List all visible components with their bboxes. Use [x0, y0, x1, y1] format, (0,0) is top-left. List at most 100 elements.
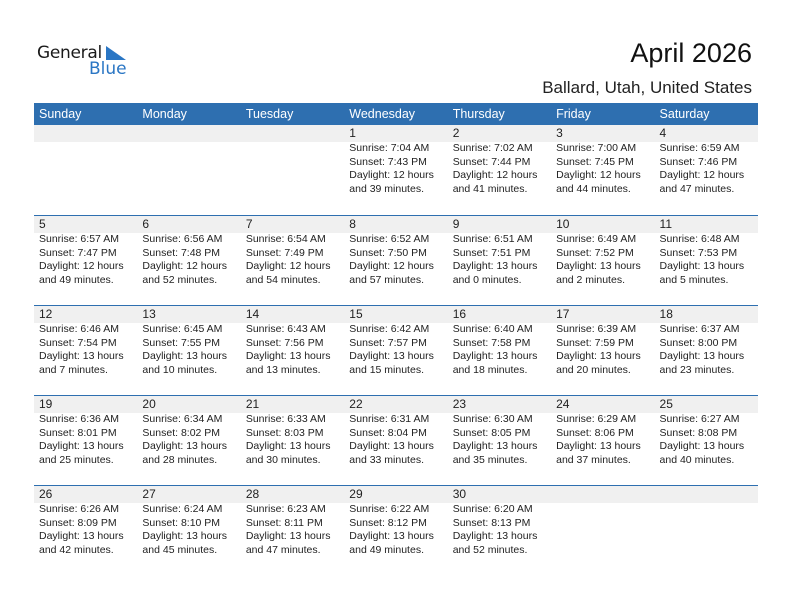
daylight-text: Daylight: 12 hours	[349, 260, 434, 272]
week-row: 5 Sunrise: 6:57 AM Sunset: 7:47 PM Daylight…	[34, 215, 758, 305]
sunrise-text: Sunrise: 7:02 AM	[452, 142, 533, 154]
empty-day-cell	[34, 125, 137, 196]
daylight-minutes-text: and 42 minutes.	[39, 543, 114, 556]
sunset-text: Sunset: 8:11 PM	[245, 516, 323, 529]
day-number: 22	[349, 397, 363, 411]
day-cell: 1 Sunrise: 7:04 AM Sunset: 7:43 PM Daylight…	[344, 125, 447, 196]
day-number: 3	[556, 126, 563, 140]
sunrise-text: Sunrise: 6:59 AM	[659, 142, 740, 154]
daylight-text: Daylight: 12 hours	[245, 260, 331, 272]
daylight-text: Daylight: 13 hours	[39, 440, 124, 452]
day-cell: 6 Sunrise: 6:56 AM Sunset: 7:48 PM Daylight…	[137, 216, 240, 287]
day-cell: 15 Sunrise: 6:42 AM Sunset: 7:57 PM Dayligh…	[344, 306, 447, 377]
weekday-thursday: Thursday	[452, 107, 505, 121]
page-title: April 2026	[630, 38, 752, 68]
daylight-minutes-text: and 52 minutes.	[142, 273, 218, 286]
day-cell: 21 Sunrise: 6:33 AM Sunset: 8:03 PM Dayligh…	[241, 396, 344, 467]
sunset-text: Sunset: 7:45 PM	[556, 155, 634, 168]
day-cell: 9 Sunrise: 6:51 AM Sunset: 7:51 PM Daylight…	[448, 216, 551, 287]
daylight-minutes-text: and 40 minutes.	[659, 453, 735, 466]
sunset-text: Sunset: 8:00 PM	[659, 336, 738, 349]
day-cell: 10 Sunrise: 6:49 AM Sunset: 7:52 PM Dayligh…	[551, 216, 654, 287]
day-number: 18	[659, 307, 673, 321]
sunset-text: Sunset: 8:03 PM	[245, 426, 324, 439]
sunset-text: Sunset: 8:01 PM	[39, 426, 117, 439]
day-number: 9	[452, 217, 460, 231]
logo-text-blue: Blue	[89, 59, 127, 79]
daylight-minutes-text: and 52 minutes.	[452, 543, 528, 556]
calendar-body: 1 Sunrise: 7:04 AM Sunset: 7:43 PM Daylight…	[34, 125, 758, 575]
sunset-text: Sunset: 7:57 PM	[349, 336, 427, 349]
day-number: 14	[245, 307, 260, 321]
daylight-text: Daylight: 13 hours	[142, 440, 228, 452]
day-cell: 30 Sunrise: 6:20 AM Sunset: 8:13 PM Dayligh…	[448, 486, 551, 557]
day-cell: 16 Sunrise: 6:40 AM Sunset: 7:58 PM Dayligh…	[448, 306, 551, 377]
sunrise-text: Sunrise: 6:40 AM	[452, 323, 533, 335]
daylight-text: Daylight: 13 hours	[556, 440, 641, 452]
daylight-minutes-text: and 49 minutes.	[349, 543, 424, 556]
sunrise-text: Sunrise: 6:39 AM	[556, 323, 637, 335]
daylight-minutes-text: and 49 minutes.	[39, 273, 114, 286]
weekday-tuesday: Tuesday	[245, 107, 294, 121]
sunrise-text: Sunrise: 6:34 AM	[142, 413, 223, 425]
sunrise-text: Sunrise: 6:52 AM	[349, 233, 430, 245]
day-number: 7	[245, 217, 253, 231]
day-cell: 2 Sunrise: 7:02 AM Sunset: 7:44 PM Daylight…	[448, 125, 551, 196]
week-row: 1 Sunrise: 7:04 AM Sunset: 7:43 PM Daylight…	[34, 125, 758, 215]
sunset-text: Sunset: 7:54 PM	[39, 336, 117, 349]
sunset-text: Sunset: 8:10 PM	[142, 516, 221, 529]
day-number: 28	[245, 487, 260, 501]
day-number: 12	[39, 307, 53, 321]
sunset-text: Sunset: 7:58 PM	[452, 336, 531, 349]
daylight-minutes-text: and 35 minutes.	[452, 453, 528, 466]
sunset-text: Sunset: 7:59 PM	[556, 336, 634, 349]
daylight-minutes-text: and 45 minutes.	[142, 543, 218, 556]
sunset-text: Sunset: 7:46 PM	[659, 155, 738, 168]
day-cell: 5 Sunrise: 6:57 AM Sunset: 7:47 PM Daylight…	[34, 216, 137, 287]
sunrise-text: Sunrise: 6:42 AM	[349, 323, 430, 335]
daylight-text: Daylight: 13 hours	[556, 350, 641, 362]
daylight-text: Daylight: 13 hours	[245, 350, 331, 362]
daylight-text: Daylight: 13 hours	[659, 260, 745, 272]
sunset-text: Sunset: 8:13 PM	[452, 516, 531, 529]
day-cell: 18 Sunrise: 6:37 AM Sunset: 8:00 PM Dayligh…	[655, 306, 758, 377]
day-cell: 3 Sunrise: 7:00 AM Sunset: 7:45 PM Daylight…	[551, 125, 654, 196]
empty-day-cell	[551, 486, 654, 557]
daylight-text: Daylight: 13 hours	[452, 260, 538, 272]
daylight-minutes-text: and 13 minutes.	[245, 363, 321, 376]
calendar: Sunday Monday Tuesday Wednesday Thursday…	[34, 103, 758, 575]
daylight-text: Daylight: 13 hours	[142, 350, 228, 362]
daylight-minutes-text: and 7 minutes.	[39, 363, 108, 376]
sunset-text: Sunset: 8:04 PM	[349, 426, 427, 439]
logo-triangle-icon	[106, 46, 126, 60]
week-row: 12 Sunrise: 6:46 AM Sunset: 7:54 PM Dayligh…	[34, 305, 758, 395]
day-number-strip	[34, 486, 758, 503]
weekday-friday: Friday	[556, 107, 591, 121]
daylight-text: Daylight: 13 hours	[245, 530, 331, 542]
sunset-text: Sunset: 7:55 PM	[142, 336, 221, 349]
day-number: 16	[452, 307, 467, 321]
sunset-text: Sunset: 8:12 PM	[349, 516, 427, 529]
daylight-text: Daylight: 13 hours	[39, 530, 124, 542]
sunrise-text: Sunrise: 6:26 AM	[39, 503, 119, 515]
daylight-minutes-text: and 15 minutes.	[349, 363, 424, 376]
sunrise-text: Sunrise: 7:04 AM	[349, 142, 430, 154]
daylight-minutes-text: and 0 minutes.	[452, 273, 522, 286]
sunset-text: Sunset: 7:48 PM	[142, 246, 221, 259]
day-number: 23	[452, 397, 467, 411]
weekday-monday: Monday	[142, 107, 187, 121]
day-number: 13	[142, 307, 156, 321]
sunset-text: Sunset: 7:52 PM	[556, 246, 634, 259]
daylight-text: Daylight: 12 hours	[659, 169, 745, 181]
sunrise-text: Sunrise: 6:29 AM	[556, 413, 637, 425]
week-row: 26 Sunrise: 6:26 AM Sunset: 8:09 PM Dayligh…	[34, 485, 758, 575]
day-number-strip	[34, 216, 758, 233]
day-cell: 7 Sunrise: 6:54 AM Sunset: 7:49 PM Daylight…	[241, 216, 344, 287]
sunset-text: Sunset: 8:02 PM	[142, 426, 221, 439]
sunset-text: Sunset: 7:44 PM	[452, 155, 531, 168]
daylight-text: Daylight: 13 hours	[349, 530, 434, 542]
daylight-minutes-text: and 33 minutes.	[349, 453, 424, 466]
daylight-minutes-text: and 30 minutes.	[245, 453, 321, 466]
day-cell: 14 Sunrise: 6:43 AM Sunset: 7:56 PM Dayligh…	[241, 306, 344, 377]
sunset-text: Sunset: 8:05 PM	[452, 426, 531, 439]
